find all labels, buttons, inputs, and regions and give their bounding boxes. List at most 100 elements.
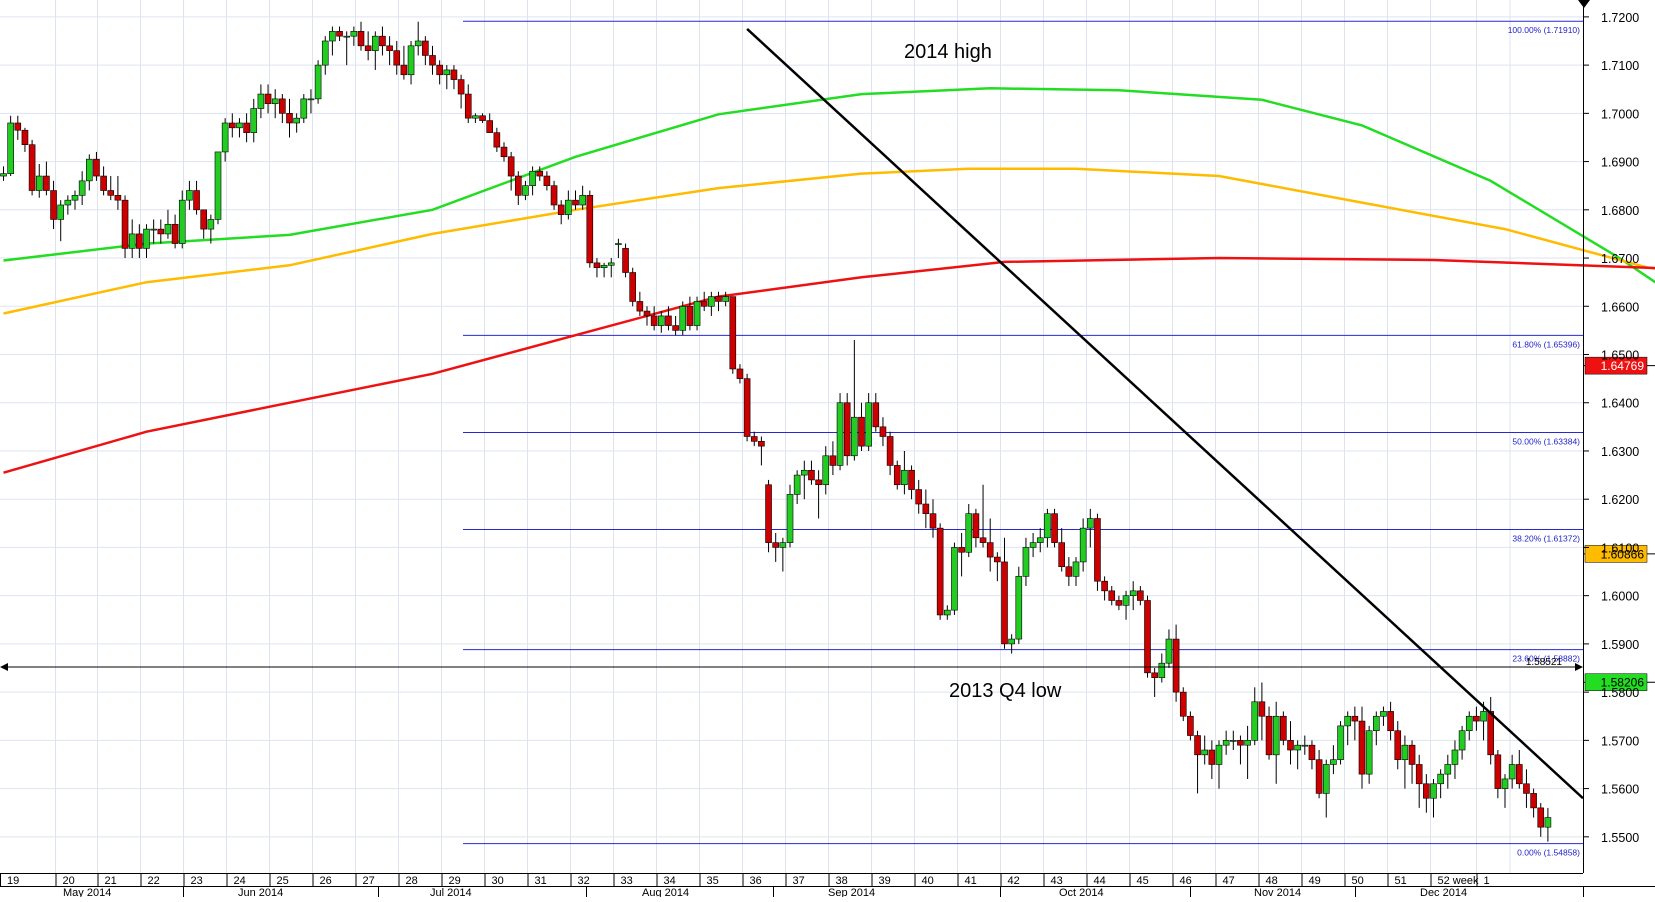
candle-body [337,31,343,36]
candle-body [222,123,228,152]
candle-body [408,46,414,75]
candle-body [501,147,507,157]
week-label: 44 [1094,875,1106,887]
candle-body [837,403,843,466]
candle-body [1073,562,1079,576]
candle-body [465,94,471,118]
candle-body [308,99,314,100]
candle-body [1445,764,1451,774]
candle-body [287,113,293,123]
candle-body [1316,760,1322,794]
candle-body [630,273,636,302]
candle-body [244,123,250,133]
annotation-2013-q4-low: 2013 Q4 low [949,680,1062,702]
candle-body [966,514,972,553]
candle-body [1223,740,1229,745]
week-label: 41 [965,875,977,887]
candle-body [487,121,493,133]
candle-body [379,36,385,46]
fibonacci-label: 38.20% (1.61372) [1512,533,1580,543]
candle-body [372,36,378,50]
week-label: 32 [578,875,590,887]
week-label: 46 [1180,875,1192,887]
week-label: 23 [191,875,203,887]
candle-body [522,186,528,196]
candle-body [186,191,192,201]
candle-body [458,80,464,94]
candle-body [1409,745,1415,764]
candle-body [1109,591,1115,601]
price-tick-label: 1.5800 [1601,686,1639,700]
candle-body [944,610,950,615]
candle-body [1202,750,1208,755]
week-label: 34 [664,875,676,887]
month-label: Nov 2014 [1254,887,1301,897]
candle-body [716,297,722,302]
candle-body [1330,760,1336,765]
candle-body [1137,591,1143,601]
week-label: 24 [234,875,246,887]
price-tick-label: 1.6400 [1601,397,1639,411]
candle-body [687,306,693,325]
candle-body [1102,581,1108,591]
candle-body [172,224,178,243]
price-tick-label: 1.6600 [1601,300,1639,314]
candle-body [79,181,85,195]
candle-body [158,229,164,234]
price-tick-label: 1.5700 [1601,734,1639,748]
candle-body [301,99,307,118]
candle-body [1259,702,1265,716]
candle-body [544,176,550,186]
candle-body [1416,764,1422,783]
candle-body [437,65,443,75]
candle-body [1023,547,1029,576]
candle-body [265,94,271,104]
week-label: 30 [492,875,504,887]
candle-body [165,224,171,234]
candle-body [1495,755,1501,789]
candle-body [101,176,107,190]
candle-body [358,31,364,45]
candle-body [859,417,865,446]
candle-body [608,263,614,265]
candle-body [1130,591,1136,596]
fibonacci-label: 0.00% (1.54858) [1517,848,1580,858]
candle-body [530,171,536,185]
price-tick-label: 1.7200 [1601,11,1639,25]
candle-body [36,176,42,190]
candle-body [673,326,679,331]
candle-body [1273,716,1279,755]
week-label: 48 [1266,875,1278,887]
candle-body [1094,518,1100,581]
week-label: 19 [7,875,19,887]
candle-body [1481,711,1487,721]
candle-body [723,297,729,302]
candle-body [1531,793,1537,807]
candle-body [737,369,743,379]
candle-body [1538,808,1544,827]
candle-body [1309,745,1315,759]
candle-body [93,159,99,176]
candle-body [558,205,564,215]
candle-body [594,263,600,268]
month-label: Dec 2014 [1420,887,1467,897]
candle-body [816,480,822,485]
candle-body [22,130,28,144]
candle-body [351,31,357,36]
month-label: Aug 2014 [642,887,689,897]
price-tick-label: 1.7100 [1601,59,1639,73]
candle-body [916,490,922,504]
fibonacci-label: 100.00% (1.71910) [1508,25,1580,35]
candle-body [29,145,35,191]
candle-body [830,456,836,466]
candle-body [1009,639,1015,644]
candle-body [1180,692,1186,716]
support-level-label: 1.58521 [1526,657,1563,668]
candle-body [1195,736,1201,755]
candle-body [8,123,14,174]
candle-body [1123,596,1129,606]
candle-body [401,65,407,75]
candle-body [1466,716,1472,730]
candle-body [136,234,142,248]
candle-body [1380,711,1386,716]
